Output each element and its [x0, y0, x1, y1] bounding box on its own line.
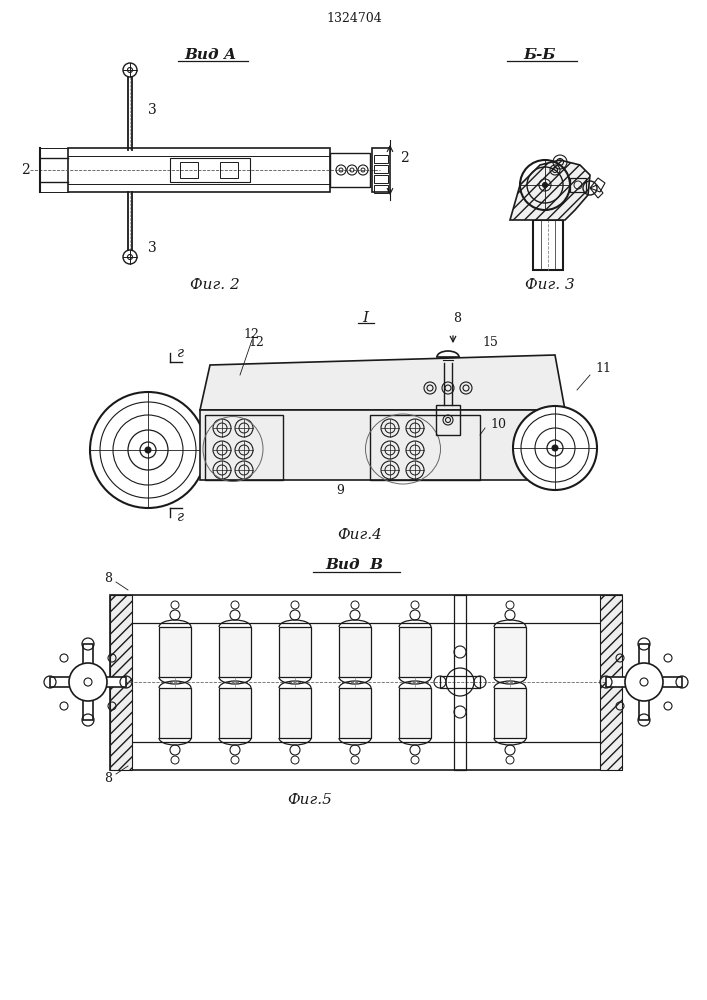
- Bar: [50, 677, 126, 687]
- Bar: [170, 158, 250, 182]
- Bar: [374, 155, 388, 163]
- Text: 8: 8: [104, 772, 112, 784]
- Text: 11: 11: [595, 361, 611, 374]
- Text: 9: 9: [336, 484, 344, 496]
- Circle shape: [625, 663, 663, 701]
- Bar: [159, 627, 191, 677]
- Text: Фиг. 2: Фиг. 2: [190, 278, 240, 292]
- Bar: [374, 175, 388, 183]
- Text: 3: 3: [148, 241, 156, 255]
- Bar: [600, 595, 622, 770]
- Bar: [279, 627, 311, 677]
- Circle shape: [513, 406, 597, 490]
- Bar: [372, 148, 390, 192]
- Bar: [494, 688, 526, 738]
- Bar: [374, 165, 388, 173]
- Bar: [399, 627, 431, 677]
- Bar: [220, 162, 238, 178]
- Bar: [570, 178, 586, 192]
- Text: 12: 12: [243, 328, 259, 342]
- Bar: [279, 688, 311, 738]
- Bar: [180, 162, 198, 178]
- Bar: [454, 595, 466, 770]
- Circle shape: [69, 663, 107, 701]
- Text: 8: 8: [104, 572, 112, 584]
- Bar: [83, 644, 93, 720]
- Bar: [68, 148, 330, 192]
- Bar: [219, 688, 251, 738]
- Text: Б-Б: Б-Б: [524, 48, 556, 62]
- Bar: [205, 415, 283, 480]
- Text: I: I: [362, 311, 368, 325]
- Bar: [159, 688, 191, 738]
- Text: 2: 2: [400, 151, 409, 165]
- Bar: [374, 185, 388, 193]
- Polygon shape: [200, 355, 565, 410]
- Bar: [110, 595, 132, 770]
- Bar: [110, 595, 622, 770]
- Text: г: г: [177, 510, 184, 524]
- Text: 15: 15: [482, 336, 498, 349]
- Circle shape: [542, 182, 547, 188]
- Bar: [639, 644, 649, 720]
- Bar: [339, 688, 371, 738]
- Text: 8: 8: [453, 312, 461, 324]
- Circle shape: [145, 447, 151, 453]
- Bar: [533, 220, 563, 270]
- Bar: [370, 415, 480, 480]
- Bar: [440, 676, 480, 688]
- Bar: [436, 405, 460, 435]
- Bar: [219, 627, 251, 677]
- Text: Фиг. 3: Фиг. 3: [525, 278, 575, 292]
- Text: Вид  В: Вид В: [325, 558, 383, 572]
- Text: 1324704: 1324704: [326, 11, 382, 24]
- Text: 12: 12: [248, 336, 264, 350]
- Bar: [339, 627, 371, 677]
- Text: г: г: [177, 346, 184, 360]
- Circle shape: [90, 392, 206, 508]
- Text: 3: 3: [148, 103, 156, 117]
- Bar: [399, 688, 431, 738]
- Bar: [606, 677, 682, 687]
- Text: 2: 2: [21, 163, 30, 177]
- Bar: [200, 410, 565, 480]
- Text: Вид А: Вид А: [184, 48, 236, 62]
- Text: 10: 10: [490, 418, 506, 432]
- Text: Фиг.4: Фиг.4: [337, 528, 382, 542]
- Polygon shape: [510, 160, 590, 220]
- Circle shape: [552, 445, 558, 451]
- Bar: [494, 627, 526, 677]
- Text: Фиг.5: Фиг.5: [288, 793, 332, 807]
- Bar: [330, 153, 370, 187]
